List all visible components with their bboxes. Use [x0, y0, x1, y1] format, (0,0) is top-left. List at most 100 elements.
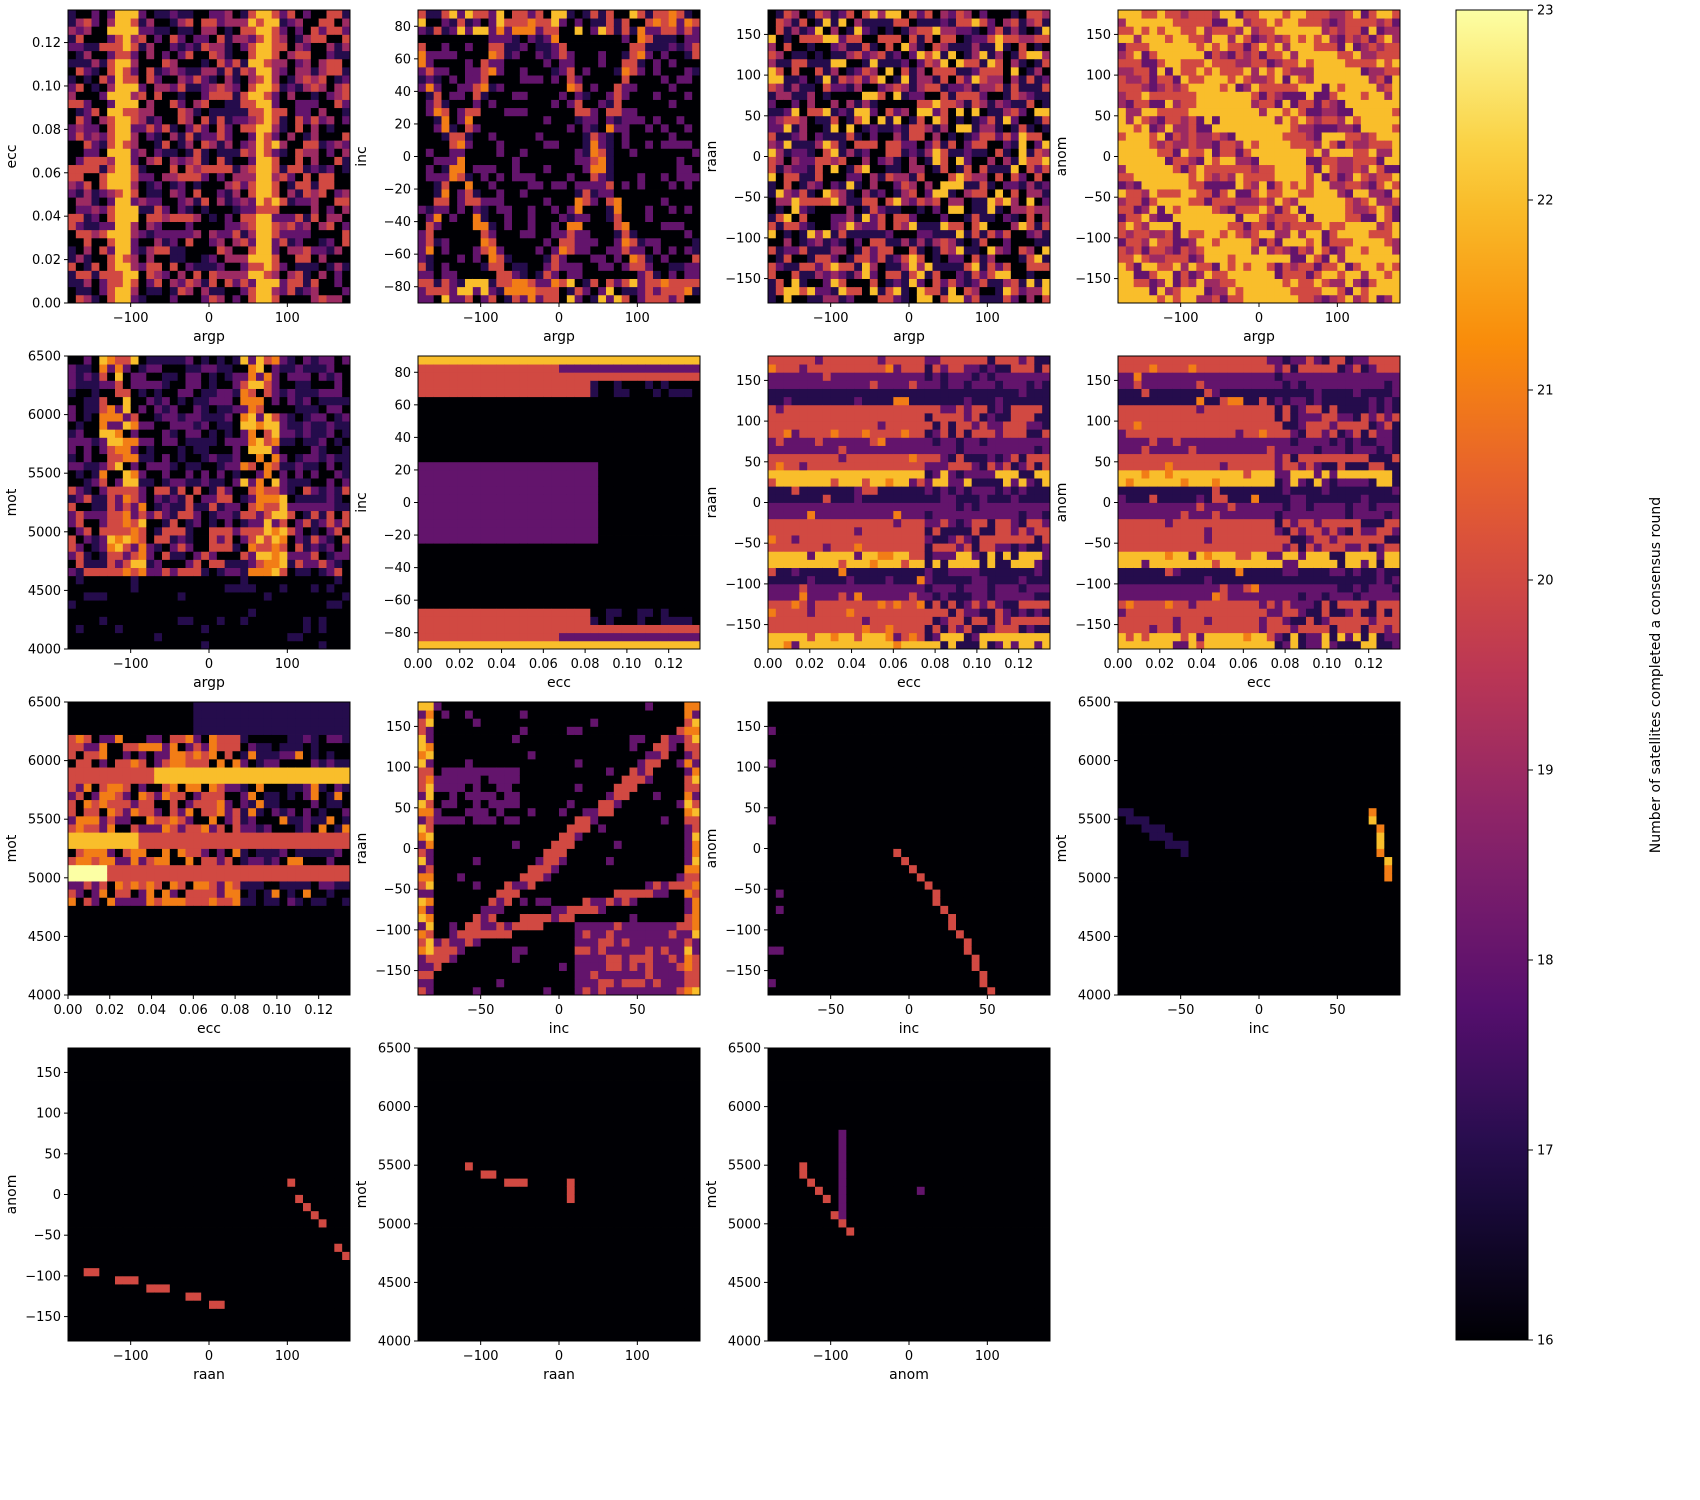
heatmap-cell	[630, 254, 638, 263]
heatmap-cell	[512, 173, 520, 182]
heatmap-cell	[1149, 295, 1157, 304]
heatmap-cell	[1011, 279, 1019, 288]
heatmap-cell	[831, 262, 839, 271]
heatmap-cell	[334, 132, 342, 141]
heatmap-cell	[418, 148, 426, 157]
heatmap-cell	[792, 140, 800, 149]
heatmap-cell	[248, 246, 256, 255]
heatmap-cell	[327, 83, 335, 92]
heatmap-cell	[1126, 140, 1134, 149]
heatmap-cell	[201, 295, 209, 304]
heatmap-cell	[831, 205, 839, 214]
heatmap-cell	[99, 108, 107, 117]
heatmap-cell	[473, 18, 481, 27]
heatmap-cell	[457, 222, 465, 231]
heatmap-cell	[630, 83, 638, 92]
heatmap-cell	[1181, 262, 1189, 271]
heatmap-cell	[839, 91, 847, 100]
heatmap-cell	[1019, 222, 1027, 231]
heatmap-cell	[512, 287, 520, 296]
heatmap-cell	[815, 189, 823, 198]
heatmap-cell	[1322, 165, 1330, 174]
heatmap-cell	[862, 43, 870, 52]
heatmap-cell	[1220, 116, 1228, 125]
heatmap-cell	[630, 34, 638, 43]
heatmap-cell	[1283, 108, 1291, 117]
heatmap-cell	[1181, 181, 1189, 190]
heatmap-cell	[792, 230, 800, 239]
heatmap-cell	[972, 238, 980, 247]
heatmap-cell	[1330, 222, 1338, 231]
heatmap-cell	[964, 124, 972, 133]
heatmap-cell	[768, 132, 776, 141]
heatmap-cell	[481, 222, 489, 231]
heatmap-cell	[661, 51, 669, 60]
heatmap-cell	[240, 108, 248, 117]
heatmap-cell	[854, 230, 862, 239]
heatmap-cell	[1243, 222, 1251, 231]
heatmap-cell	[893, 100, 901, 109]
heatmap-cell	[784, 222, 792, 231]
heatmap-cell	[1290, 132, 1298, 141]
heatmap-cell	[917, 91, 925, 100]
heatmap-cell	[225, 75, 233, 84]
heatmap-cell	[1243, 213, 1251, 222]
heatmap-cell	[248, 262, 256, 271]
heatmap-cell	[598, 26, 606, 35]
heatmap-cell	[84, 18, 92, 27]
heatmap-cell	[193, 91, 201, 100]
x-tick-label: −100	[113, 311, 149, 326]
heatmap-cell	[909, 270, 917, 279]
heatmap-cell	[186, 222, 194, 231]
heatmap-cell	[799, 26, 807, 35]
heatmap-cell	[792, 124, 800, 133]
heatmap-cell	[637, 238, 645, 247]
heatmap-cell	[217, 270, 225, 279]
heatmap-cell	[1283, 51, 1291, 60]
heatmap-cell	[1212, 165, 1220, 174]
heatmap-cell	[622, 67, 630, 76]
heatmap-cell	[886, 100, 894, 109]
heatmap-cell	[107, 205, 115, 214]
heatmap-cell	[248, 43, 256, 52]
heatmap-cell	[162, 43, 170, 52]
heatmap-cell	[948, 181, 956, 190]
heatmap-cell	[465, 189, 473, 198]
heatmap-cell	[280, 197, 288, 206]
heatmap-cell	[217, 43, 225, 52]
heatmap-cell	[1019, 270, 1027, 279]
heatmap-cell	[426, 10, 434, 19]
heatmap-cell	[512, 181, 520, 190]
heatmap-cell	[575, 262, 583, 271]
x-tick-label: 100	[975, 311, 1000, 326]
heatmap-cell	[815, 75, 823, 84]
heatmap-cell	[768, 254, 776, 263]
heatmap-cell	[653, 238, 661, 247]
heatmap-cell	[68, 197, 76, 206]
heatmap-cell	[551, 67, 559, 76]
heatmap-cell	[925, 124, 933, 133]
heatmap-cell	[925, 83, 933, 92]
heatmap-cell	[146, 132, 154, 141]
heatmap-cell	[559, 18, 567, 27]
heatmap-cell	[776, 51, 784, 60]
heatmap-cell	[948, 140, 956, 149]
y-tick-label: 100	[736, 69, 761, 84]
heatmap-cell	[178, 173, 186, 182]
heatmap-cell	[1042, 140, 1050, 149]
heatmap-cell	[287, 26, 295, 35]
heatmap-cell	[240, 295, 248, 304]
heatmap-cell	[473, 43, 481, 52]
heatmap-cell	[784, 173, 792, 182]
heatmap-cell	[193, 83, 201, 92]
heatmap-cell	[481, 230, 489, 239]
heatmap-cell	[68, 254, 76, 263]
heatmap-cell	[893, 26, 901, 35]
heatmap-cell	[162, 157, 170, 166]
heatmap-cell	[606, 254, 614, 263]
heatmap-cell	[489, 108, 497, 117]
heatmap-cell	[862, 59, 870, 68]
heatmap-cell	[630, 51, 638, 60]
heatmap-cell	[481, 100, 489, 109]
heatmap-cell	[1034, 189, 1042, 198]
